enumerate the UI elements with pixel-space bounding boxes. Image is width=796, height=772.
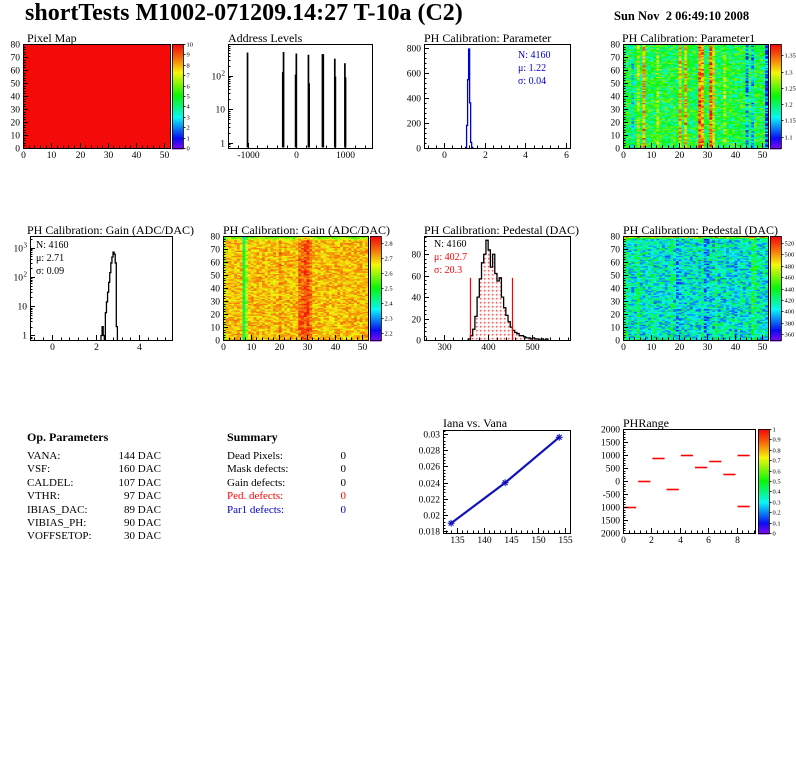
table-row: Mask defects: 0 [227,463,346,476]
field-value: 0 [340,476,347,489]
header-date: Sun Nov 2 06:49:10 2008 [614,9,750,23]
panel-ph-pedestal-hist: PH Calibration: Pedestal (DAC) N: 4160μ:… [400,222,600,362]
field-value: 0 [340,503,347,516]
field-label: Par1 defects: [227,503,285,516]
panel-address-levels: Address Levels [200,30,400,170]
ph-gain-map-plot [200,222,400,362]
ph-gain-hist-plot [0,222,200,362]
table-row: VANA: 144 DAC [27,450,161,463]
stats-line: N: 4160 [518,50,551,61]
op-parameters-rows: VANA: 144 DAC VSF: 160 DAC CALDEL: 107 DAC VTH… [27,450,161,544]
field-label: Mask defects: [227,463,289,476]
stats-line: N: 4160 [36,240,69,251]
field-label: VTHR: [27,490,60,503]
table-row: Ped. defects: 0 [227,490,346,503]
field-value: 0 [340,450,347,462]
field-value: 97 DAC [124,490,161,503]
field-value: 0 [340,490,347,503]
iana-vana-plot [400,415,600,555]
panel-ph-pedestal-map: PH Calibration: Pedestal (DAC) [600,222,796,362]
ph-range-plot [600,415,796,555]
stats-line: σ: 0.04 [518,76,547,87]
summary-rows: Dead Pixels: 0 Mask defects: 0 Gain defects:… [227,450,346,517]
field-value: 160 DAC [118,463,161,476]
pixel-map-plot [0,30,200,170]
stats-box: N: 4160 μ: 402.7 σ: 20.3 [434,238,467,277]
field-label: VSF: [27,463,51,476]
page-title: shortTests M1002-071209.14:27 T-10a (C2) [25,0,463,26]
ph-pedestal-hist-plot [400,222,600,362]
ph-parameter1-map-plot [600,30,796,170]
field-label: VOFFSETOP: [27,530,92,543]
table-row: VSF: 160 DAC [27,463,161,476]
stats-line: σ: 20.3 [434,265,463,276]
summary-block: Summary Dead Pixels: 0 Mask defects: 0 Gain … [227,430,346,517]
table-row: CALDEL: 107 DAC [27,477,161,490]
panel-ph-gain-hist: PH Calibration: Gain (ADC/DAC) N: 4160μ:… [0,222,200,362]
table-row: Par1 defects: 0 [227,504,346,517]
field-label: Gain defects: [227,476,286,489]
table-row: VTHR: 97 DAC [27,490,161,503]
field-label: IBIAS_DAC: [27,503,88,516]
panel-ph-parameter1-map: PH Calibration: Parameter1 [600,30,796,170]
ph-pedestal-map-plot [600,222,796,362]
stats-box: N: 4160 μ: 2.71 σ: 0.09 [36,239,69,278]
stats-line: N: 4160 [434,239,467,250]
ph-parameter-plot [400,30,600,170]
stats-line: μ: 1.22 [518,63,547,74]
field-label: Dead Pixels: [227,450,283,462]
table-row: VIBIAS_PH: 90 DAC [27,517,161,530]
stats-line: σ: 0.09 [36,266,65,277]
field-value: 89 DAC [124,503,161,516]
field-value: 30 DAC [124,530,161,543]
stats-box: N: 4160 μ: 1.22 σ: 0.04 [518,49,551,88]
op-parameters-title: Op. Parameters [27,430,109,444]
field-value: 0 [340,463,347,476]
field-value: 144 DAC [118,450,161,462]
field-value: 107 DAC [118,476,161,489]
field-label: Ped. defects: [227,490,284,503]
panel-ph-range: PHRange [600,415,796,555]
field-value: 90 DAC [124,517,161,530]
stats-line: μ: 2.71 [36,253,65,264]
field-label: VANA: [27,450,61,462]
summary-title: Summary [227,430,278,444]
panel-pixel-map: Pixel Map [0,30,200,170]
table-row: VOFFSETOP: 30 DAC [27,530,161,543]
panel-ph-gain-map: PH Calibration: Gain (ADC/DAC) [200,222,400,362]
table-row: Gain defects: 0 [227,477,346,490]
field-label: CALDEL: [27,476,74,489]
table-row: IBIAS_DAC: 89 DAC [27,504,161,517]
field-label: VIBIAS_PH: [27,517,87,530]
table-row: Dead Pixels: 0 [227,450,346,463]
op-parameters-block: Op. Parameters VANA: 144 DAC VSF: 160 DAC CA… [27,430,161,544]
panel-iana-vana: Iana vs. Vana [400,415,600,555]
address-levels-plot [200,30,400,170]
stats-line: μ: 402.7 [434,252,468,263]
